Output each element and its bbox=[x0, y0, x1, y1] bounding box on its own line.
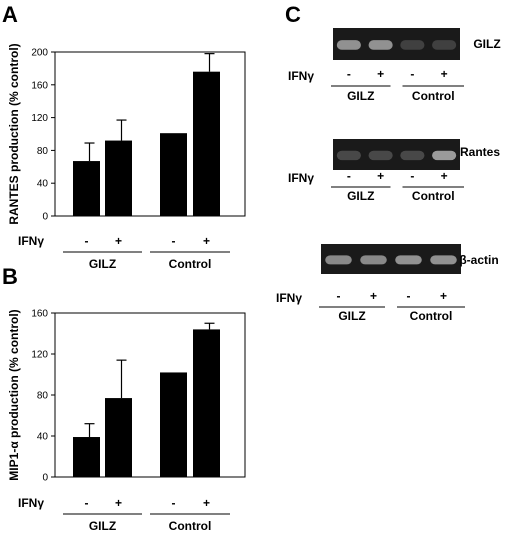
gel-2: β-actin IFNγ - + - + GILZ Control bbox=[276, 244, 499, 323]
group-label: Control bbox=[169, 257, 212, 271]
bar bbox=[105, 140, 132, 216]
group-label: GILZ bbox=[89, 519, 116, 533]
group-label: GILZ bbox=[347, 189, 374, 203]
y-tick-label: 80 bbox=[37, 146, 49, 157]
treatment-sign: - bbox=[347, 169, 351, 183]
y-axis-label: RANTES production (% control) bbox=[7, 43, 21, 224]
treatment-sign: - bbox=[85, 496, 89, 510]
y-tick-label: 160 bbox=[31, 309, 48, 320]
treatment-sign: + bbox=[441, 67, 448, 81]
gel-band bbox=[432, 150, 457, 161]
treatment-sign: - bbox=[410, 67, 414, 81]
treatment-sign: + bbox=[203, 234, 210, 248]
treatment-sign: - bbox=[337, 289, 341, 303]
treatment-sign: - bbox=[172, 496, 176, 510]
treatment-sign: - bbox=[347, 67, 351, 81]
treatment-label: IFNγ bbox=[18, 234, 44, 248]
group-label: Control bbox=[412, 189, 455, 203]
panel-letter-a: A bbox=[2, 2, 18, 27]
bar bbox=[193, 71, 220, 217]
y-axis-label: MIP1-α production (% control) bbox=[7, 309, 21, 480]
gel-band bbox=[368, 40, 393, 50]
gel-band bbox=[336, 40, 361, 50]
bar bbox=[73, 161, 100, 216]
y-tick-label: 80 bbox=[37, 391, 49, 402]
panel-letter-b: B bbox=[2, 264, 18, 289]
bar bbox=[105, 398, 132, 477]
group-label: Control bbox=[412, 89, 455, 103]
bar bbox=[193, 329, 220, 477]
treatment-sign: + bbox=[115, 234, 122, 248]
treatment-label: IFNγ bbox=[18, 496, 44, 510]
gel-band bbox=[325, 255, 352, 265]
gel-band bbox=[360, 255, 387, 265]
gel-band bbox=[368, 150, 393, 161]
treatment-sign: + bbox=[440, 289, 447, 303]
group-label: GILZ bbox=[338, 309, 365, 323]
bar bbox=[160, 372, 187, 477]
treatment-sign: - bbox=[407, 289, 411, 303]
treatment-sign: + bbox=[377, 67, 384, 81]
group-label: GILZ bbox=[89, 257, 116, 271]
treatment-sign: + bbox=[377, 169, 384, 183]
y-tick-label: 40 bbox=[37, 432, 49, 443]
y-tick-label: 0 bbox=[42, 473, 48, 484]
y-tick-label: 160 bbox=[31, 80, 48, 91]
group-label: Control bbox=[410, 309, 453, 323]
rantes-bar-chart: 0 40 80 120 160 200 RANTES production (% contr… bbox=[7, 43, 246, 271]
gel-band bbox=[430, 255, 457, 265]
treatment-sign: - bbox=[410, 169, 414, 183]
gel-band bbox=[400, 40, 425, 50]
bar bbox=[73, 437, 100, 477]
group-label: GILZ bbox=[347, 89, 374, 103]
gel-band bbox=[432, 40, 457, 50]
treatment-sign: + bbox=[115, 496, 122, 510]
treatment-label: IFNγ bbox=[288, 69, 314, 83]
treatment-label: IFNγ bbox=[288, 171, 314, 185]
y-tick-label: 120 bbox=[31, 350, 48, 361]
y-tick-label: 200 bbox=[31, 48, 48, 59]
bar bbox=[160, 133, 187, 216]
y-tick-label: 0 bbox=[42, 212, 48, 223]
gel-target-label: β-actin bbox=[459, 253, 498, 267]
plot-frame bbox=[54, 51, 246, 217]
treatment-sign: - bbox=[172, 234, 176, 248]
gel-target-label: Rantes bbox=[460, 145, 500, 159]
gel-target-label: GILZ bbox=[473, 37, 500, 51]
treatment-sign: + bbox=[203, 496, 210, 510]
treatment-label: IFNγ bbox=[276, 291, 302, 305]
group-label: Control bbox=[169, 519, 212, 533]
gel-band bbox=[395, 255, 422, 265]
treatment-sign: + bbox=[441, 169, 448, 183]
gel-band bbox=[336, 150, 361, 161]
treatment-sign: - bbox=[85, 234, 89, 248]
y-tick-label: 40 bbox=[37, 179, 49, 190]
panel-letter-c: C bbox=[285, 2, 301, 27]
mip1a-bar-chart: 0 40 80 120 160 MIP1-α production (% control)… bbox=[7, 309, 246, 533]
y-tick-label: 120 bbox=[31, 113, 48, 124]
gel-band bbox=[400, 150, 425, 161]
treatment-sign: + bbox=[370, 289, 377, 303]
